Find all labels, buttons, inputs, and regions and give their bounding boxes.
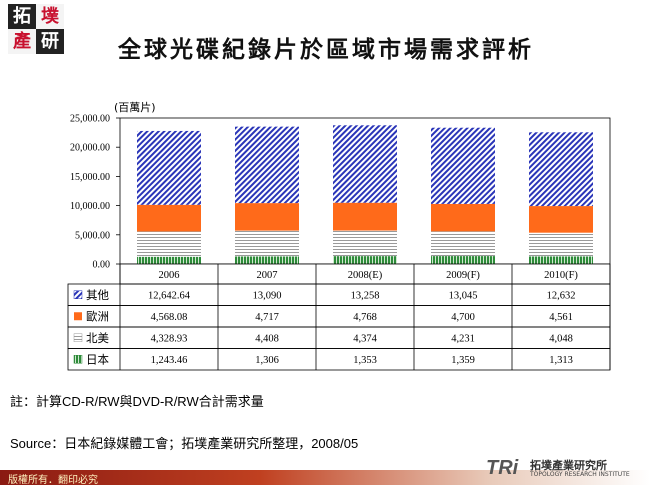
data-value-label: 12,632 xyxy=(547,290,576,301)
legend-label: 日本 xyxy=(86,352,109,366)
bar-segment xyxy=(333,202,397,231)
y-unit-label: (百萬片) xyxy=(114,101,156,114)
data-value-label: 4,700 xyxy=(451,312,475,323)
y-tick-label: 25,000.00 xyxy=(70,114,110,125)
logo-char-3: 產 xyxy=(13,31,31,52)
copyright-text: 版權所有．翻印必究 xyxy=(8,475,98,486)
footer-bar: 版權所有．翻印必究 xyxy=(0,470,650,486)
brand-english-name: TOPOLOGY RESEARCH INSTITUTE xyxy=(530,471,630,478)
bar-segment xyxy=(529,256,593,264)
logo: 拓 墣 產 研 xyxy=(8,4,64,54)
category-label: 2009(F) xyxy=(446,270,480,281)
data-value-label: 4,408 xyxy=(255,333,279,344)
data-value-label: 1,359 xyxy=(451,355,475,366)
category-label: 2008(E) xyxy=(348,270,383,281)
legend-swatch xyxy=(73,333,83,342)
brand-name: 拓墣產業研究所 xyxy=(530,459,607,472)
data-value-label: 1,353 xyxy=(353,355,377,366)
data-value-label: 1,243.46 xyxy=(151,355,188,366)
data-value-label: 13,090 xyxy=(253,290,282,301)
logo-background xyxy=(8,4,64,54)
legend-swatch xyxy=(73,355,83,364)
bar-segment xyxy=(529,206,593,233)
data-value-label: 4,048 xyxy=(549,333,573,344)
bar-segment xyxy=(137,256,201,264)
chart-source: Source：日本紀錄媒體工會；拓墣產業研究所整理，2008/05 xyxy=(10,436,359,451)
category-label: 2010(F) xyxy=(544,270,578,281)
table-row xyxy=(67,348,611,371)
legend-label: 其他 xyxy=(86,289,109,302)
bar-segment xyxy=(235,126,299,204)
data-value-label: 4,568.08 xyxy=(151,312,188,323)
data-value-label: 4,231 xyxy=(451,333,475,344)
bar-segment xyxy=(529,132,593,207)
stacked-bar-chart: 0.00 5,000.00 10,000.00 15,000.00 20,000.00 2… xyxy=(67,114,611,371)
logo-char-2: 墣 xyxy=(41,6,59,27)
bar-segment xyxy=(431,127,495,204)
legend-label: 北美 xyxy=(86,331,109,345)
bar-segment xyxy=(235,256,299,264)
bar-segment xyxy=(333,230,397,257)
category-label: 2007 xyxy=(257,270,278,281)
y-tick-label: 5,000.00 xyxy=(75,230,110,241)
brand-tri: TRi xyxy=(486,457,519,479)
y-tick-label: 0.00 xyxy=(93,260,111,271)
legend-swatch xyxy=(73,290,83,299)
legend-swatch xyxy=(74,312,82,321)
bar-segment xyxy=(431,256,495,264)
data-value-label: 4,328.93 xyxy=(151,333,188,344)
bar-segment xyxy=(235,230,299,257)
data-value-label: 13,258 xyxy=(351,290,380,301)
bar-segment xyxy=(431,231,495,257)
category-label: 2006 xyxy=(159,270,180,281)
data-value-label: 4,768 xyxy=(353,312,377,323)
data-value-label: 4,561 xyxy=(549,312,573,323)
bar-segment xyxy=(333,125,397,203)
data-value-label: 4,717 xyxy=(255,312,279,323)
bar-segment xyxy=(333,256,397,264)
y-tick-label: 20,000.00 xyxy=(70,143,110,154)
chart-note: 註：計算CD-R/RW與DVD-R/RW合計需求量 xyxy=(10,394,264,409)
table-row xyxy=(67,326,611,349)
bar-segment xyxy=(137,204,201,232)
bar-segment xyxy=(431,203,495,232)
bar-segment xyxy=(529,232,593,257)
data-value-label: 13,045 xyxy=(449,290,478,301)
table-row xyxy=(67,305,611,328)
data-value-label: 1,313 xyxy=(549,355,573,366)
data-value-label: 1,306 xyxy=(255,355,279,366)
data-value-label: 12,642.64 xyxy=(148,290,191,301)
y-tick-label: 15,000.00 xyxy=(70,172,110,183)
logo-char-4: 研 xyxy=(41,31,59,52)
bar-segment xyxy=(235,203,299,231)
brand-logo: TRi 拓墣產業研究所 TOPOLOGY RESEARCH INSTITUTE xyxy=(486,457,636,481)
logo-char-1: 拓 xyxy=(13,6,31,27)
bar-segment xyxy=(137,130,201,205)
bar-segment xyxy=(137,231,201,257)
slide-title: 全球光碟紀錄片於區域市場需求評析 xyxy=(118,36,534,63)
legend-label: 歐洲 xyxy=(86,309,109,323)
data-value-label: 4,374 xyxy=(353,333,377,344)
y-tick-label: 10,000.00 xyxy=(70,201,110,212)
